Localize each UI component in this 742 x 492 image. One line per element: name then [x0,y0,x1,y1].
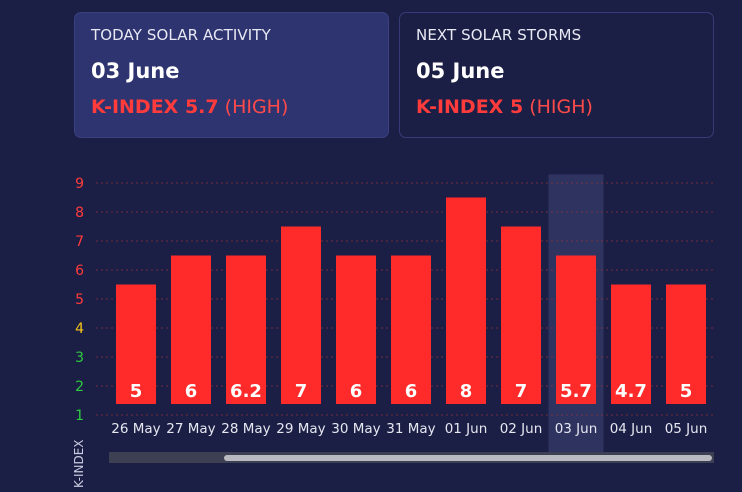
bar [391,255,431,404]
bar [501,226,541,404]
bar-value-label: 5.7 [560,381,592,402]
bar-value-label: 5 [130,381,143,402]
y-tick-label: 8 [75,205,84,221]
x-tick-label: 04 Jun [610,421,653,437]
bar [171,255,211,404]
x-tick-label: 26 May [111,421,160,437]
kindex-level: (HIGH) [529,96,593,118]
bar-value-label: 7 [515,381,528,402]
bar-value-label: 4.7 [615,381,647,402]
x-tick-label: 31 May [386,421,435,437]
today-solar-activity-card: TODAY SOLAR ACTIVITY 03 June K-INDEX 5.7… [74,12,389,138]
bar [556,255,596,404]
card-label: NEXT SOLAR STORMS [416,26,582,44]
kindex-value: K-INDEX 5 (HIGH) [416,96,697,118]
bar [611,284,651,404]
bar-value-label: 5 [680,381,693,402]
y-tick-label: 9 [75,176,84,192]
bar [666,284,706,404]
x-tick-label: 28 May [221,421,270,437]
kindex-value: K-INDEX 5.7 (HIGH) [91,96,372,118]
y-tick-label: 1 [75,408,84,424]
next-solar-storms-card: NEXT SOLAR STORMS 05 June K-INDEX 5 (HIG… [399,12,714,138]
y-tick-label: 6 [75,263,84,279]
bar [336,255,376,404]
card-date: 03 June [91,59,180,83]
x-tick-label: 03 Jun [555,421,598,437]
y-tick-label: 2 [75,379,84,395]
x-tick-label: 30 May [331,421,380,437]
bar-value-label: 6.2 [230,381,262,402]
chart-scrollbar-thumb[interactable] [224,455,712,461]
bar [446,197,486,404]
y-tick-label: 5 [75,292,84,308]
x-tick-label: 27 May [166,421,215,437]
kindex-label: K-INDEX 5 [416,96,524,118]
bar-value-label: 8 [460,381,473,402]
x-tick-label: 05 Jun [665,421,708,437]
kindex-label: K-INDEX 5.7 [91,96,219,118]
bar-value-label: 6 [405,381,418,402]
bar [281,226,321,404]
bar-value-label: 6 [350,381,363,402]
kindex-bar-chart: 1 2 3 4 5 6 7 8 9 5 26 May 6 27 May 6.2 28 May 7 29 May 6… [72,174,714,489]
card-label: TODAY SOLAR ACTIVITY [91,26,271,44]
bar [226,255,266,404]
kindex-level: (HIGH) [224,96,289,118]
x-tick-label: 01 Jun [445,421,488,437]
y-tick-label: 7 [75,234,84,250]
x-tick-label: 29 May [276,421,325,437]
x-tick-label: 02 Jun [500,421,543,437]
bar-value-label: 6 [185,381,198,402]
y-tick-label: 4 [75,321,84,337]
bar-value-label: 7 [295,381,308,402]
y-axis-title: K-INDEX [72,440,86,489]
card-date: 05 June [416,59,505,83]
bar [116,284,156,404]
y-tick-label: 3 [75,350,84,366]
